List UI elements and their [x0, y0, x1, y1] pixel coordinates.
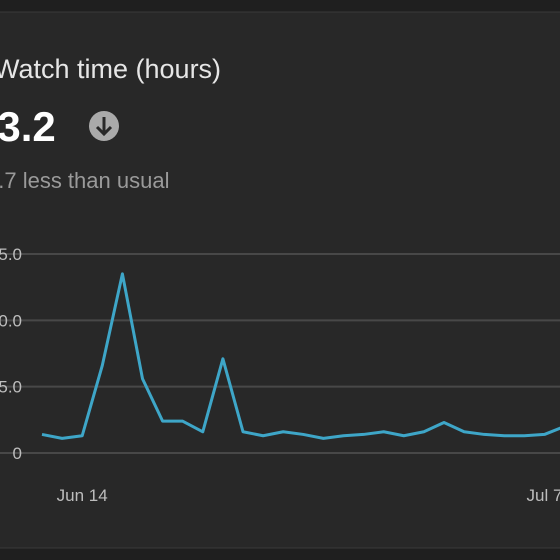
trend-down-icon [89, 111, 119, 141]
data-line [41, 272, 560, 440]
y-tick-label: 5.0 [0, 378, 22, 397]
y-tick-label: 0 [13, 444, 22, 463]
y-tick-label: 10.0 [0, 311, 22, 330]
x-tick-label: Jul 7 [527, 486, 560, 505]
x-tick-label: Jun 14 [57, 486, 108, 505]
y-tick-label: 15.0 [0, 245, 22, 264]
card [0, 11, 560, 549]
card-title: Watch time (hours) [0, 54, 221, 84]
comparison-text: 6.7 less than usual [0, 168, 169, 193]
metric-value: 73.2 [0, 103, 56, 150]
